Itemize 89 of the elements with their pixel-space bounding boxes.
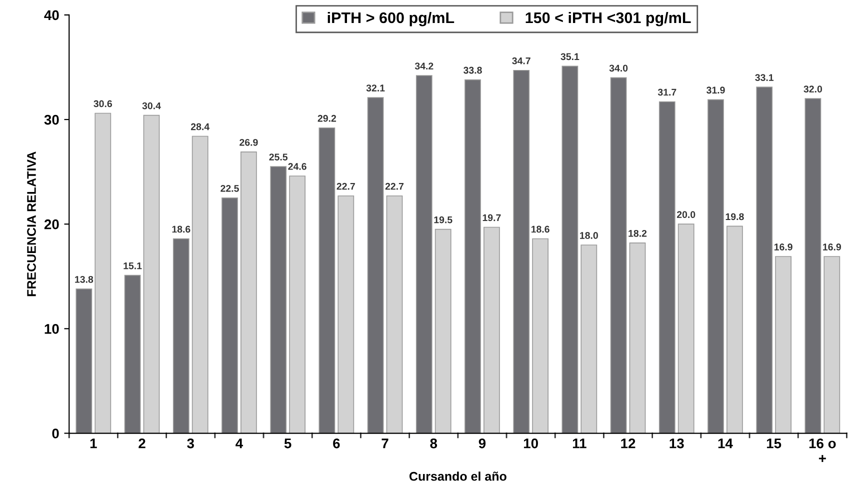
bar	[222, 198, 238, 434]
x-tick-label: 4	[236, 438, 244, 448]
data-label: 22.5	[220, 184, 239, 192]
data-label: 18.2	[628, 230, 647, 237]
data-label: 24.6	[288, 163, 306, 170]
bar	[434, 228, 452, 434]
data-label: 18.0	[580, 232, 598, 239]
data-label: 20.0	[676, 211, 696, 218]
y-tick-label: 40	[44, 10, 59, 20]
data-label: 18.6	[172, 226, 190, 233]
data-label: 30.6	[94, 100, 112, 108]
data-label: 34.2	[414, 62, 434, 70]
x-tick-label: 8	[430, 438, 438, 448]
x-tick-label: 6	[333, 438, 340, 448]
data-label: 32.0	[804, 86, 822, 93]
x-tick-label: 1	[90, 438, 97, 448]
bar	[708, 99, 724, 434]
data-label: 19.5	[434, 216, 452, 224]
x-tick-label: 14	[718, 438, 733, 448]
bar	[610, 77, 627, 434]
data-label: 31.7	[658, 88, 676, 96]
legend-label: iPTH > 600 pg/mL	[328, 12, 454, 26]
x-tick-label: 11	[572, 438, 586, 448]
bar	[775, 256, 792, 434]
bar	[124, 274, 141, 434]
data-label: 34.0	[609, 64, 628, 72]
x-tick-label: 16 o +	[809, 438, 836, 462]
bar	[240, 152, 257, 434]
bar	[464, 79, 481, 434]
bar	[562, 66, 578, 434]
data-label: 18.6	[531, 226, 550, 233]
data-label: 33.1	[755, 74, 774, 82]
bar	[192, 136, 208, 434]
legend-label: 150 < iPTH <301 pg/mL	[526, 12, 691, 26]
bar	[386, 195, 403, 434]
bar	[824, 256, 840, 434]
bar	[270, 166, 287, 434]
x-tick-label: 2	[138, 438, 146, 448]
bar	[367, 97, 384, 434]
bar	[318, 127, 336, 434]
x-tick-label: 5	[284, 438, 292, 448]
data-label: 22.7	[336, 182, 355, 190]
data-label: 33.8	[464, 66, 482, 74]
x-tick-label: 15	[766, 438, 782, 448]
data-label: 16.9	[774, 244, 792, 250]
bar	[658, 101, 676, 434]
y-tick-label: 20	[44, 219, 59, 230]
data-label: 15.1	[124, 262, 142, 270]
data-label: 16.9	[823, 244, 841, 250]
bar	[143, 114, 160, 434]
bar	[172, 238, 190, 434]
data-label: 13.8	[75, 276, 94, 283]
data-label: 19.8	[726, 213, 744, 220]
x-tick-label: 12	[621, 438, 636, 448]
bar	[629, 242, 646, 434]
bar	[678, 224, 694, 434]
data-label: 34.7	[512, 57, 530, 64]
y-tick-label: 30	[44, 114, 59, 125]
y-tick-label: 10	[44, 324, 59, 334]
bar	[580, 244, 598, 434]
data-label: 31.9	[706, 86, 725, 94]
x-tick-label: 3	[187, 438, 194, 448]
bar	[416, 75, 432, 434]
x-tick-label: 10	[524, 438, 538, 448]
data-label: 28.4	[190, 123, 210, 130]
bar	[756, 86, 773, 434]
bar	[338, 195, 354, 434]
bar	[804, 98, 822, 434]
y-axis-title: FRECUENCIA RELATIVA	[27, 152, 36, 296]
x-axis-title: Cursando el año	[409, 472, 506, 481]
data-label: 25.5	[269, 154, 288, 160]
data-label: 19.7	[482, 214, 501, 222]
bar	[532, 238, 548, 434]
x-tick-label: 7	[382, 438, 388, 448]
bar	[94, 112, 112, 434]
data-label: 29.2	[318, 114, 336, 122]
data-label: 30.4	[142, 102, 161, 110]
data-label: 22.7	[385, 182, 404, 190]
bar	[76, 288, 92, 434]
bar	[484, 226, 500, 434]
x-tick-label: 9	[478, 438, 486, 448]
bar	[289, 176, 306, 434]
data-label: 26.9	[240, 138, 258, 146]
data-label: 32.1	[366, 84, 385, 92]
bar	[726, 226, 743, 434]
x-tick-label: 13	[670, 438, 684, 448]
y-tick-label: 0	[52, 428, 59, 438]
data-label: 35.1	[560, 53, 580, 60]
bar	[513, 70, 530, 434]
